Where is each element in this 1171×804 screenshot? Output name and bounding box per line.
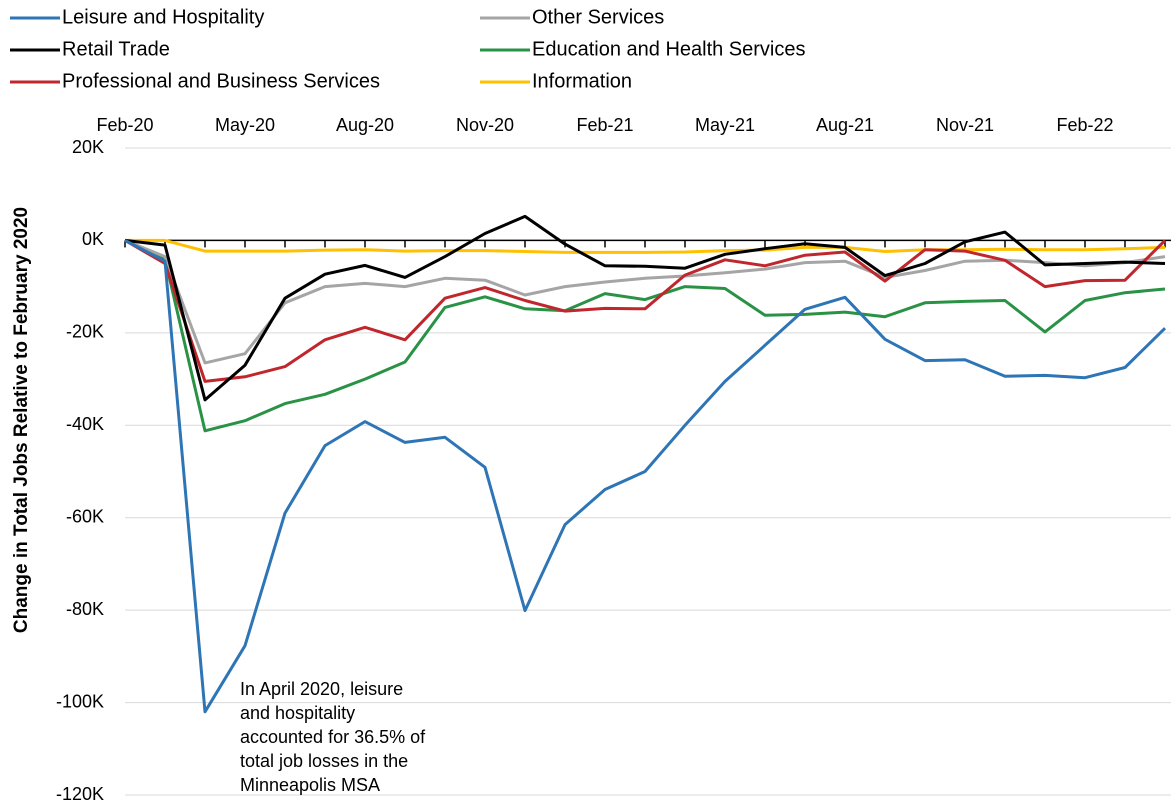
- legend-label: Other Services: [532, 6, 664, 28]
- annotation: Minneapolis MSA: [240, 775, 380, 795]
- legend-label: Professional and Business Services: [62, 70, 380, 92]
- annotation: total job losses in the: [240, 751, 408, 771]
- x-tick-label: Feb-21: [576, 115, 633, 135]
- legend-label: Information: [532, 70, 632, 92]
- annotation: In April 2020, leisure: [240, 679, 403, 699]
- y-tick-label: -80K: [66, 599, 104, 619]
- x-tick-label: May-20: [215, 115, 275, 135]
- y-tick-label: 20K: [72, 137, 104, 157]
- series-line: [124, 239, 1166, 433]
- legend-label: Leisure and Hospitality: [62, 6, 264, 28]
- x-tick-label: Aug-20: [336, 115, 394, 135]
- y-tick-label: -60K: [66, 506, 104, 526]
- series-line: [124, 239, 1167, 383]
- x-tick-label: Feb-22: [1056, 115, 1113, 135]
- y-tick-label: -120K: [56, 784, 104, 804]
- series-line: [125, 238, 1166, 254]
- annotation: accounted for 36.5% of: [240, 727, 426, 747]
- series-line: [124, 214, 1166, 402]
- legend-label: Retail Trade: [62, 38, 170, 60]
- y-tick-label: -100K: [56, 691, 104, 711]
- y-axis-label: Change in Total Jobs Relative to Februar…: [11, 207, 32, 633]
- x-tick-label: Aug-21: [816, 115, 874, 135]
- y-tick-label: 0K: [82, 229, 104, 249]
- series-line: [124, 239, 1166, 365]
- series-line: [124, 239, 1167, 714]
- x-tick-label: May-21: [695, 115, 755, 135]
- x-tick-label: Nov-21: [936, 115, 994, 135]
- legend-label: Education and Health Services: [532, 38, 806, 60]
- x-tick-label: Nov-20: [456, 115, 514, 135]
- y-tick-label: -40K: [66, 414, 104, 434]
- y-tick-label: -20K: [66, 322, 104, 342]
- x-tick-label: Feb-20: [96, 115, 153, 135]
- annotation: and hospitality: [240, 703, 355, 723]
